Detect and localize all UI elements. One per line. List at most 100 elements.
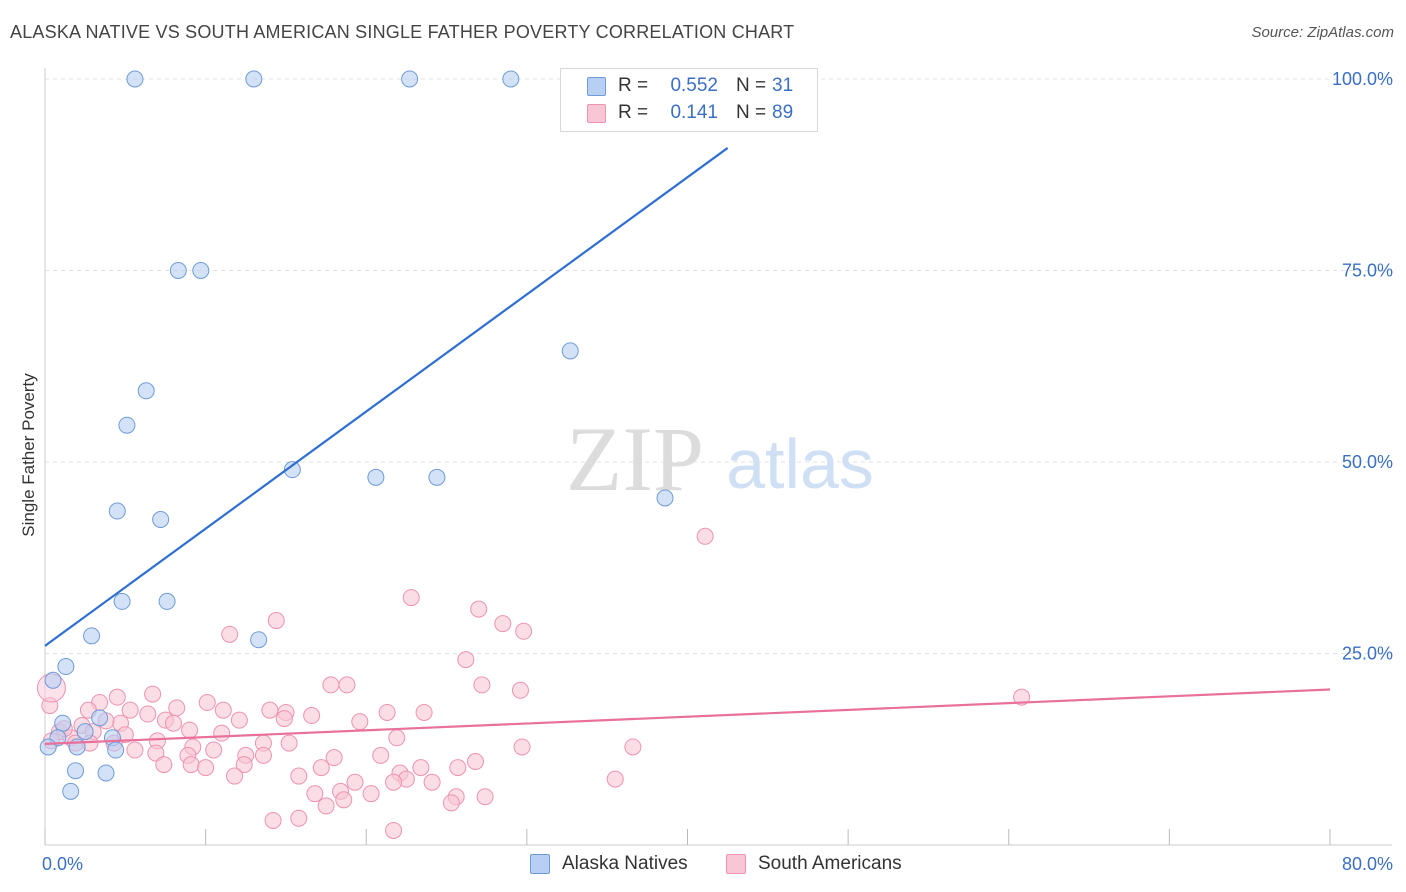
alaska-point [137,382,155,400]
legend-row-south-american: R = 0.141 N = 89 [587,100,793,126]
alaska-point [367,468,385,486]
alaska-point [83,627,101,645]
south-american-point [306,785,324,803]
alaska-point [54,714,72,732]
south-american-point [696,527,714,545]
south-american-point [226,767,244,785]
south-american-point [121,701,139,719]
watermark: ZIP atlas [566,408,874,510]
y-tick-label: 50.0% [1342,452,1393,472]
correlation-legend: R = 0.552 N = 31 R = 0.141 N = 89 [560,68,818,132]
alaska-point [62,782,80,800]
south-american-point [606,770,624,788]
south-american-point [325,749,343,767]
alaska-point [126,70,144,88]
south-american-point [378,703,396,721]
south-american-point [221,625,239,643]
alaska-point [428,468,446,486]
south-american-point [280,734,298,752]
alaska-point [39,738,57,756]
alaska-point [169,262,187,279]
south-american-point [205,741,223,759]
alaska-point [192,262,210,279]
south-american-point [335,791,353,809]
alaska-point [561,342,579,360]
south-american-swatch [587,103,606,123]
south-american-point [388,729,406,747]
south-american-point [139,705,157,723]
alaska-point [107,741,125,759]
bottom-legend-alaska: Alaska Natives [530,851,688,877]
south-american-point [515,622,533,640]
gridlines [45,78,1392,654]
south-american-point [267,612,285,630]
south-american-point [470,600,488,618]
watermark-atlas: atlas [726,425,874,503]
y-tick-label: 100.0% [1332,69,1393,89]
south-american-point [198,694,216,712]
south-american-point [147,744,165,762]
alaska-swatch [587,76,606,96]
south-american-point [385,773,403,791]
south-american-point [322,676,340,694]
alaska-point [152,510,170,528]
south-american-point [182,756,200,774]
n-label: N = [736,75,767,96]
south-american-point [290,767,308,785]
south-american-point [181,721,199,739]
south-american-point [402,589,420,607]
south-american-point [513,738,531,756]
south-american-point [155,756,173,774]
south-american-point [412,759,430,777]
south-american-point [338,676,356,694]
south-american-point [214,701,232,719]
alaska-legend-label: Alaska Natives [562,853,688,874]
alaska-point [97,764,115,782]
n-label: N = [736,102,767,123]
south-american-legend-swatch [726,854,746,874]
south-american-point [1013,688,1031,706]
south-american-point [624,738,642,756]
south-american-point [264,811,282,829]
south-american-point [346,773,364,791]
alaska-point [283,461,301,479]
south-american-point [423,773,441,791]
alaska-point [245,70,263,88]
bottom-legend-south-american: South Americans [726,851,902,877]
chart-source: Source: ZipAtlas.com [1251,24,1394,41]
y-tick-label: 75.0% [1342,261,1393,281]
south-american-r-value: 0.141 [670,102,718,123]
south-american-point [372,746,390,764]
alaska-point [76,723,94,741]
alaska-legend-swatch [530,854,550,874]
alaska-point [57,658,75,676]
south-american-point [261,701,279,719]
y-axis-label: Single Father Poverty [19,373,38,537]
alaska-n-value: 31 [772,75,794,96]
south-american-point [473,676,491,694]
alaska-trend-line [44,147,729,647]
south-american-point [442,794,460,812]
alaska-point [656,489,674,507]
alaska-point [108,502,126,520]
south-american-point [494,615,512,633]
south-american-point [108,688,126,706]
south-american-point [168,699,186,717]
south-american-n-value: 89 [772,102,794,123]
south-american-trend-line [44,688,1331,745]
alaska-point [502,70,520,88]
south-american-point [362,785,380,803]
south-american-legend-label: South Americans [758,853,902,874]
alaska-point [113,592,131,610]
south-american-point [466,753,484,771]
legend-row-alaska: R = 0.552 N = 31 [587,73,793,99]
south-american-point [457,651,475,669]
alaska-point [118,416,136,434]
alaska-point [158,592,176,610]
south-american-point [449,759,467,777]
south-american-point [290,809,308,827]
south-american-point [351,713,369,731]
south-american-point [230,711,248,729]
alaska-point [91,709,109,727]
